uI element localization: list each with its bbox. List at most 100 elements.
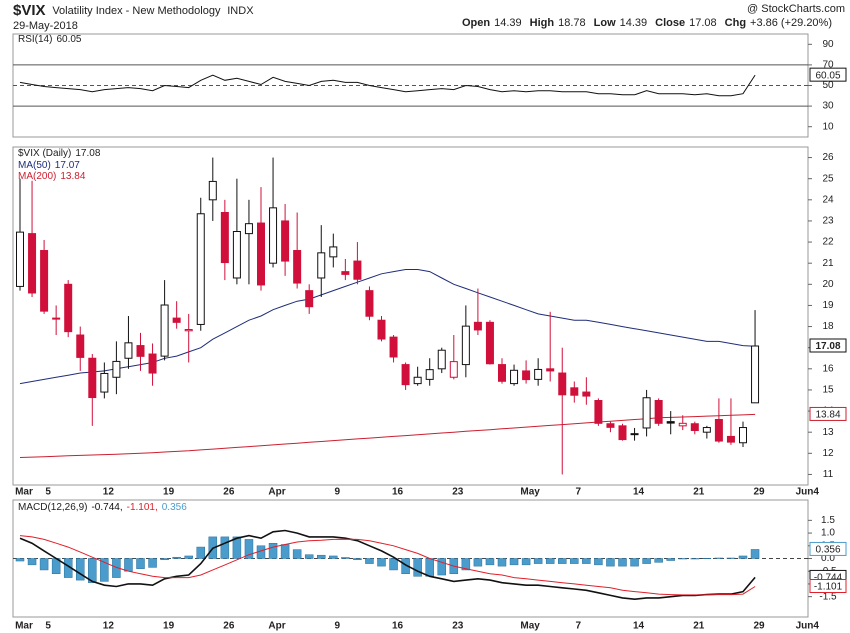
legend: MACD(12,26,9) -0.744, -1.101, 0.356: [18, 502, 187, 513]
candle-body: [630, 433, 639, 436]
histogram-bar: [124, 558, 133, 572]
candle-body: [425, 369, 434, 380]
title: $VIX Volatility Index - New Methodology …: [13, 2, 254, 19]
candle-body: [353, 260, 362, 280]
value-box: [809, 67, 847, 82]
y-tick-label: 15: [822, 385, 834, 396]
histogram-bar: [365, 558, 374, 564]
legend-text: -0.744: [91, 502, 120, 513]
histogram-bar: [413, 558, 422, 577]
value-box: [809, 338, 847, 353]
candle-body: [401, 364, 410, 386]
histogram-bar: [533, 558, 543, 564]
x-tick-label: 5: [45, 621, 51, 632]
histogram-bar: [654, 558, 663, 563]
macd-line: [19, 529, 756, 601]
candle-body: [534, 368, 543, 380]
histogram-bar: [437, 558, 446, 576]
legend: RSI(14) 60.05: [18, 34, 82, 45]
y-tick-label: 1.0: [821, 528, 835, 539]
histogram-bar: [666, 558, 675, 561]
candle-body: [678, 422, 687, 427]
histogram-bar: [244, 539, 254, 559]
quote-label: Open: [462, 17, 490, 29]
candle-body: [726, 435, 735, 443]
histogram-bar: [690, 558, 700, 560]
y-tick-label: 30: [822, 101, 834, 112]
y-tick-label: 90: [822, 39, 834, 50]
legend-text: 17.07: [55, 160, 80, 171]
quote-value: +3.86 (+29.20%): [750, 17, 832, 29]
histogram-bar: [76, 558, 85, 581]
x-tick-label: 7: [576, 487, 582, 498]
histogram-bar: [521, 558, 531, 566]
x-tick-label: 26: [223, 621, 235, 632]
candle-body: [570, 387, 579, 396]
y-tick-label: 13: [822, 427, 834, 438]
histogram-bar: [702, 557, 712, 559]
candle-body: [220, 211, 229, 264]
candle-body: [112, 360, 121, 378]
histogram-bar: [545, 558, 555, 564]
quote: Open 14.39 High 18.78 Low 14.39 Close 17.08 Chg +…: [462, 17, 832, 29]
candle-body: [618, 425, 627, 441]
y-tick-label: 18: [822, 321, 834, 332]
legend-text: 17.08: [75, 148, 100, 159]
histogram-bar: [594, 558, 603, 566]
histogram-bar: [304, 554, 314, 559]
candle-body: [690, 423, 699, 431]
value-box-label: -1.101: [814, 582, 843, 593]
histogram-bar: [100, 558, 109, 582]
candle-body: [88, 357, 97, 399]
candle-body: [606, 423, 615, 428]
x-tick-label: 14: [633, 621, 645, 632]
candle-body: [172, 317, 181, 323]
candle-body: [714, 419, 723, 442]
exchange: INDX: [227, 5, 254, 17]
histogram-bar: [714, 557, 724, 559]
candle-body: [184, 329, 193, 332]
x-tick-label: 29: [753, 487, 765, 498]
legend: MA(50) 17.07: [18, 160, 80, 171]
macd-line: [19, 535, 756, 596]
legend-text: MA(50): [18, 160, 51, 171]
y-tick-label: 22: [822, 237, 834, 248]
x-tick-label: 26: [223, 487, 235, 498]
histogram-bar: [425, 558, 434, 577]
candle-body: [751, 345, 760, 404]
histogram-bar: [606, 558, 615, 567]
candle-body: [365, 290, 374, 317]
x-tick-label: 21: [693, 487, 705, 498]
date: 29-May-2018: [13, 20, 78, 32]
legend-text: ,: [120, 502, 123, 513]
price-panel: [12, 146, 809, 486]
legend: MA(200) 13.84: [18, 171, 86, 182]
candle-body: [232, 231, 241, 279]
legend-text: 0.356: [162, 502, 187, 513]
moving-average: [19, 269, 756, 385]
histogram-bar: [112, 558, 121, 578]
candle-body: [642, 397, 651, 429]
candle-body: [739, 427, 747, 444]
histogram-bar: [172, 556, 181, 559]
value-box-label: 13.84: [815, 410, 840, 421]
value-box: [809, 541, 847, 556]
histogram-bar: [88, 558, 97, 583]
histogram-bar: [509, 558, 519, 566]
x-tick-label: Apr: [268, 621, 285, 632]
histogram-bar: [618, 558, 627, 567]
candle-body: [498, 364, 506, 382]
x-tick-label: Jun4: [796, 487, 820, 498]
x-tick-label: 23: [452, 487, 464, 498]
candle-body: [196, 213, 205, 325]
y-tick-label: 16: [822, 363, 834, 374]
candle-body: [461, 325, 470, 366]
histogram-bar: [39, 558, 49, 571]
histogram-bar: [196, 546, 205, 559]
y-tick-label: 20: [822, 279, 834, 290]
candle-body: [377, 319, 386, 340]
candle-body: [485, 321, 494, 365]
candle-body: [100, 372, 109, 393]
